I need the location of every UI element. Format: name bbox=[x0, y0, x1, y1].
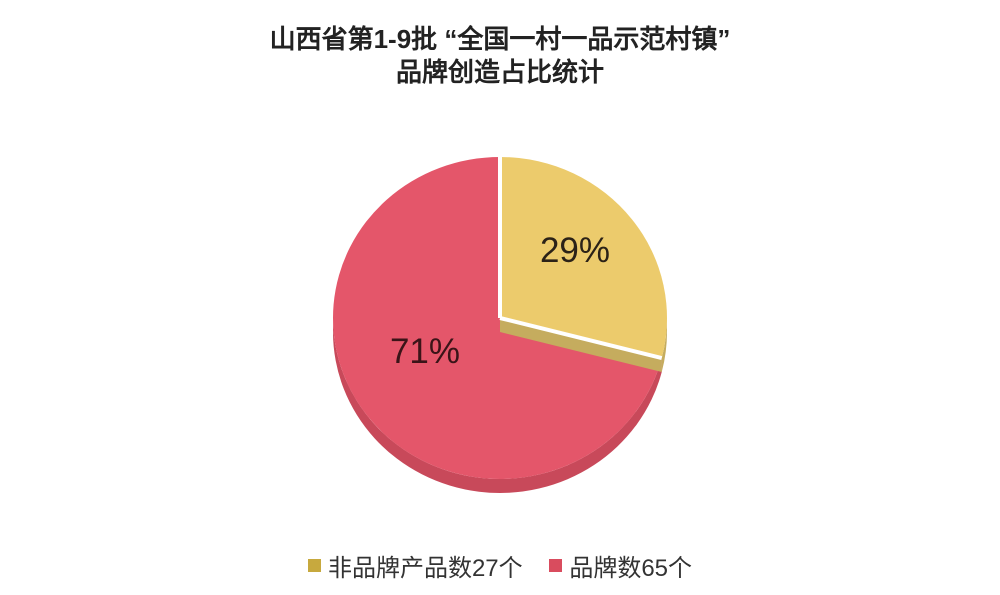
svg-text:71%: 71% bbox=[390, 332, 460, 371]
svg-text:29%: 29% bbox=[540, 231, 610, 270]
